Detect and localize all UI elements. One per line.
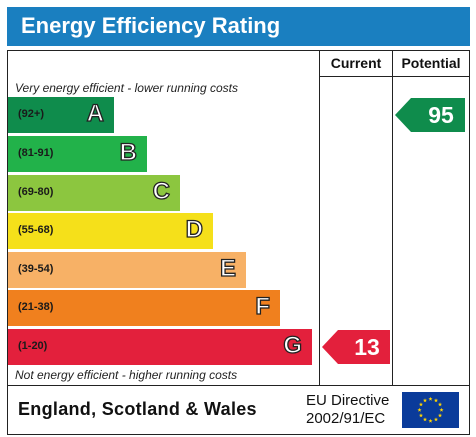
- potential-rating-arrow: 95: [395, 98, 465, 132]
- current-column-divider: [319, 50, 320, 385]
- band-letter: E: [219, 254, 236, 282]
- band-b: (81-91) B: [8, 136, 147, 172]
- band-range: (81-91): [18, 147, 54, 159]
- band-range: (1-20): [18, 340, 48, 352]
- band-f: (21-38) F: [8, 290, 280, 326]
- chart-title: Energy Efficiency Rating: [21, 13, 281, 38]
- directive-line1: EU Directive: [306, 392, 390, 409]
- band-range: (21-38): [18, 301, 54, 313]
- current-header: Current: [330, 55, 382, 71]
- header-underline: [319, 76, 469, 77]
- band-range: (55-68): [18, 224, 54, 236]
- band-d: (55-68) D: [8, 213, 213, 249]
- eu-flag-icon: [402, 392, 459, 428]
- directive-line2: 2002/91/EC: [306, 410, 386, 427]
- band-range: (92+): [18, 108, 44, 120]
- footer-region: England, Scotland & Wales: [18, 399, 257, 419]
- band-c: (69-80) C: [8, 175, 180, 211]
- potential-rating-value: 95: [428, 102, 454, 128]
- eu-directive: EU Directive 2002/91/EC: [306, 392, 389, 428]
- band-letter: D: [185, 215, 204, 243]
- band-e: (39-54) E: [8, 252, 246, 288]
- current-rating-arrow: 13: [322, 330, 390, 364]
- footer-divider: [7, 385, 469, 386]
- title-bar: Energy Efficiency Rating: [7, 7, 470, 46]
- note-top: Very energy efficient - lower running co…: [15, 81, 238, 95]
- band-letter: F: [255, 292, 271, 320]
- band-range: (39-54): [18, 263, 54, 275]
- band-letter: B: [119, 138, 138, 166]
- chart-frame: [7, 50, 470, 435]
- note-bottom: Not energy efficient - higher running co…: [15, 368, 238, 382]
- potential-header: Potential: [401, 55, 461, 71]
- band-range: (69-80): [18, 186, 54, 198]
- band-letter: G: [283, 331, 303, 359]
- band-g: (1-20) G: [8, 329, 312, 365]
- band-letter: A: [86, 99, 105, 127]
- band-a: (92+) A: [8, 97, 114, 133]
- potential-column-divider: [392, 50, 393, 385]
- band-letter: C: [152, 177, 171, 205]
- current-rating-value: 13: [354, 334, 380, 360]
